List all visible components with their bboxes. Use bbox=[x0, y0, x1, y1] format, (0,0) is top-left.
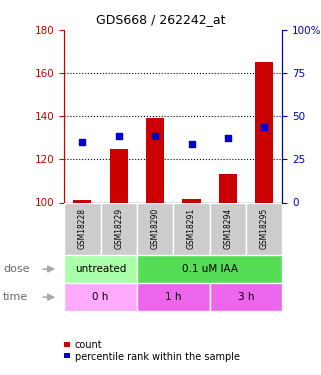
Bar bbox=[73, 200, 91, 202]
Point bbox=[189, 141, 194, 147]
Text: time: time bbox=[3, 292, 29, 302]
Text: GDS668 / 262242_at: GDS668 / 262242_at bbox=[96, 13, 225, 26]
Text: 0.1 uM IAA: 0.1 uM IAA bbox=[182, 264, 238, 274]
Bar bbox=[137, 255, 282, 283]
Bar bbox=[64, 202, 100, 255]
Text: count: count bbox=[75, 340, 102, 350]
Bar bbox=[246, 202, 282, 255]
Bar bbox=[210, 202, 246, 255]
Point bbox=[116, 133, 121, 139]
Bar bbox=[146, 118, 164, 202]
Text: percentile rank within the sample: percentile rank within the sample bbox=[75, 352, 240, 362]
Bar bbox=[64, 283, 137, 311]
Point bbox=[80, 139, 85, 145]
Bar bbox=[173, 202, 210, 255]
Bar bbox=[255, 62, 273, 202]
Text: 1 h: 1 h bbox=[165, 292, 182, 302]
Bar bbox=[137, 202, 173, 255]
Bar bbox=[137, 283, 210, 311]
Bar bbox=[210, 283, 282, 311]
Point bbox=[225, 135, 230, 141]
Text: untreated: untreated bbox=[75, 264, 126, 274]
Text: GSM18229: GSM18229 bbox=[114, 208, 123, 249]
Point bbox=[262, 124, 267, 130]
Text: GSM18294: GSM18294 bbox=[223, 208, 232, 249]
Text: GSM18295: GSM18295 bbox=[260, 208, 269, 249]
Text: GSM18290: GSM18290 bbox=[151, 208, 160, 249]
Bar bbox=[100, 202, 137, 255]
Text: 3 h: 3 h bbox=[238, 292, 254, 302]
Text: dose: dose bbox=[3, 264, 30, 274]
Bar bbox=[219, 174, 237, 202]
Text: GSM18228: GSM18228 bbox=[78, 208, 87, 249]
Bar bbox=[182, 199, 201, 202]
Bar bbox=[110, 148, 128, 202]
Text: GSM18291: GSM18291 bbox=[187, 208, 196, 249]
Text: 0 h: 0 h bbox=[92, 292, 109, 302]
Bar bbox=[64, 255, 137, 283]
Point bbox=[152, 133, 158, 139]
